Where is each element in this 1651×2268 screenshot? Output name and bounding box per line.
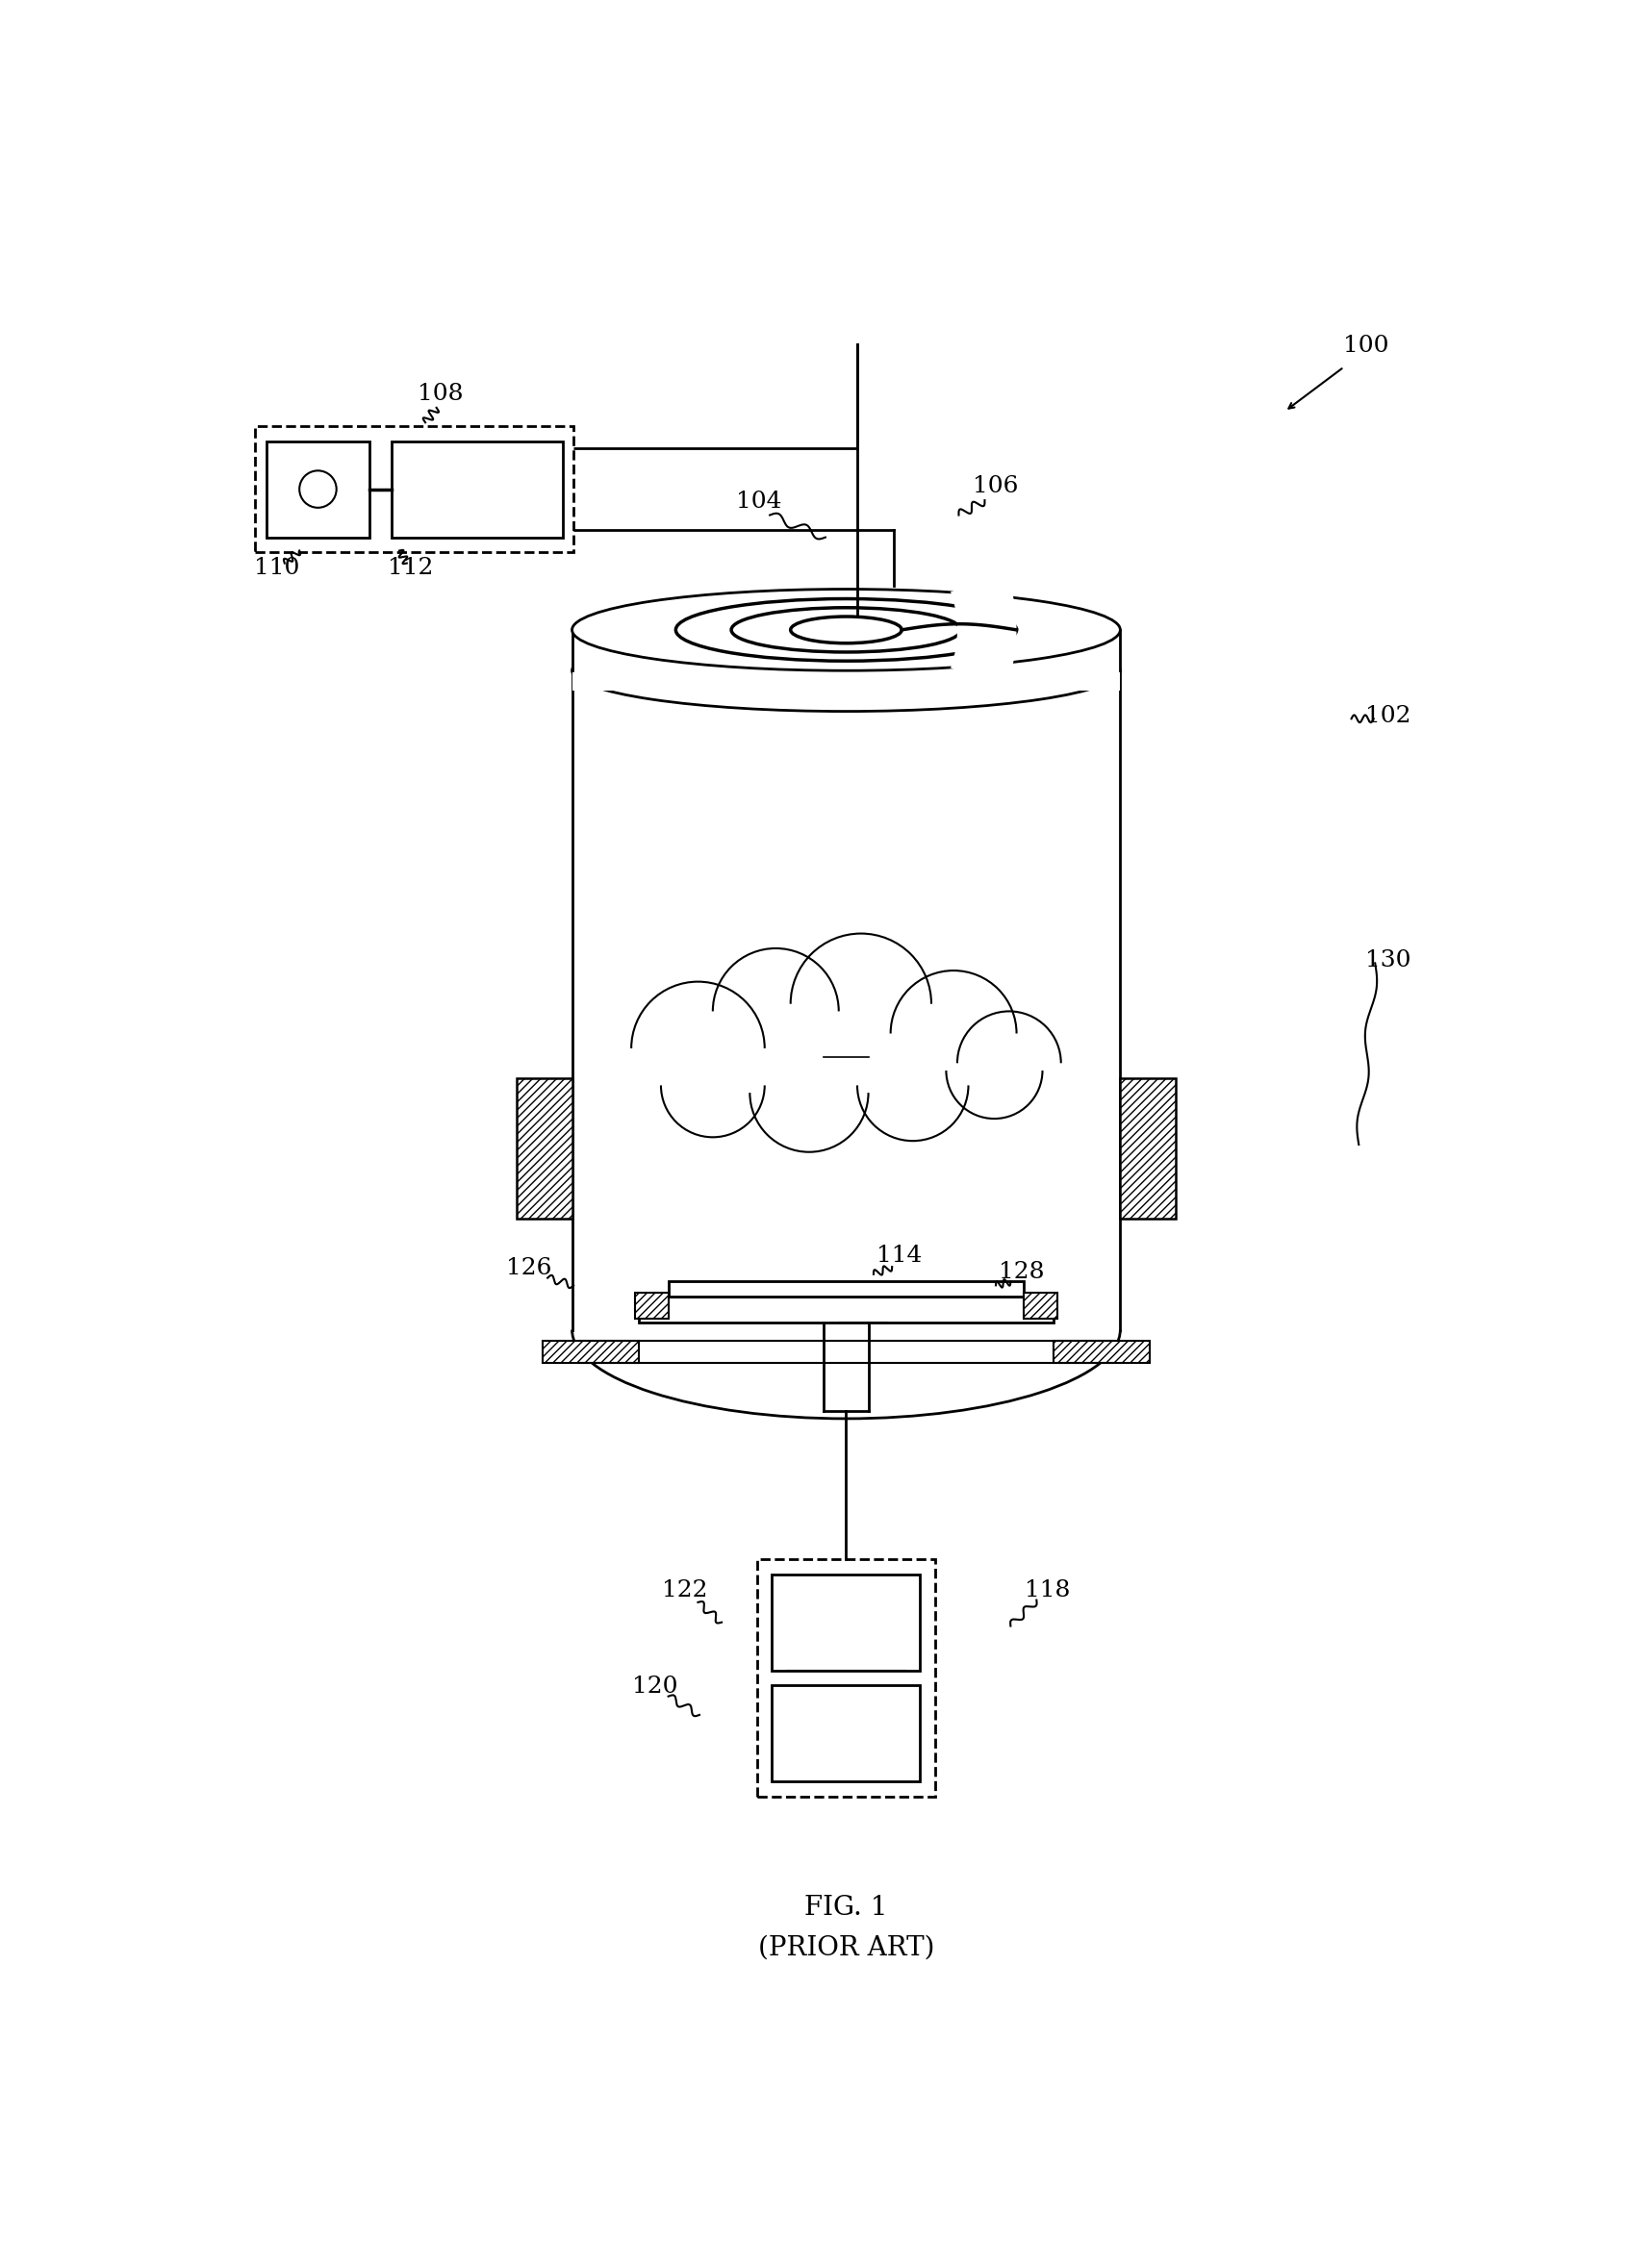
Text: 108: 108 — [418, 383, 462, 406]
Text: 128: 128 — [999, 1261, 1045, 1284]
Bar — [543, 1340, 639, 1363]
Text: 116: 116 — [839, 1297, 883, 1320]
Text: 124: 124 — [824, 1032, 868, 1052]
Text: 126: 126 — [507, 1256, 551, 1279]
Wedge shape — [951, 572, 1017, 687]
Text: FIG. 1: FIG. 1 — [804, 1894, 888, 1921]
Bar — [639, 1297, 1053, 1322]
Bar — [669, 1281, 1024, 1297]
Bar — [1121, 1077, 1176, 1218]
Ellipse shape — [731, 608, 961, 653]
Text: (PRIOR ART): (PRIOR ART) — [758, 1935, 934, 1962]
Bar — [1053, 1340, 1149, 1363]
Bar — [391, 440, 563, 538]
Bar — [571, 631, 1121, 689]
Bar — [254, 426, 573, 551]
Ellipse shape — [571, 631, 1121, 712]
Text: 130: 130 — [1365, 950, 1412, 971]
Ellipse shape — [571, 590, 1121, 671]
Text: 100: 100 — [1344, 336, 1388, 356]
Bar — [517, 1077, 571, 1218]
Text: 118: 118 — [1025, 1579, 1070, 1601]
Ellipse shape — [791, 617, 901, 644]
Text: 104: 104 — [736, 490, 781, 513]
Text: 102: 102 — [1365, 705, 1412, 728]
Text: 114: 114 — [877, 1245, 923, 1266]
Bar — [758, 1560, 934, 1796]
Bar — [1024, 1293, 1057, 1318]
Text: 106: 106 — [972, 476, 1019, 497]
Text: 112: 112 — [388, 558, 433, 578]
Bar — [773, 1685, 920, 1783]
Text: 110: 110 — [254, 558, 300, 578]
Bar — [773, 1574, 920, 1672]
Bar — [266, 440, 370, 538]
Bar — [636, 1293, 669, 1318]
Text: 120: 120 — [632, 1676, 679, 1696]
Text: 122: 122 — [662, 1579, 708, 1601]
Ellipse shape — [646, 978, 1032, 1127]
